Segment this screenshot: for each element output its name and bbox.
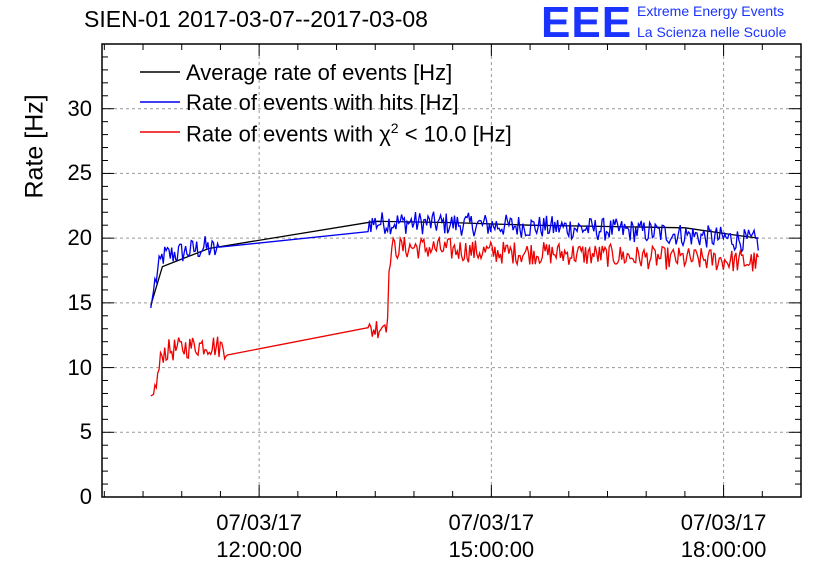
legend-label-hits: Rate of events with hits [Hz] — [186, 90, 459, 115]
legend-label-average: Average rate of events [Hz] — [186, 60, 453, 85]
x-tick-date: 07/03/17 — [448, 510, 535, 535]
eee-logo: EEE — [541, 0, 633, 47]
y-tick-label: 25 — [67, 160, 92, 186]
legend-chi2-suffix: < 10.0 [Hz] — [398, 121, 512, 147]
plot-frame — [101, 43, 802, 498]
y-tick-label: 5 — [79, 419, 92, 445]
legend-chi2-prefix: Rate of events with — [186, 121, 380, 147]
x-tick-date: 07/03/17 — [216, 510, 302, 535]
legend-chi2-symbol: χ — [379, 121, 391, 147]
legend-label-chi2: Rate of events with χ2 < 10.0 [Hz] — [186, 120, 512, 147]
logo-line-2: La Scienza nelle Scuole — [637, 24, 787, 40]
chart-title: SIEN-01 2017-03-07--2017-03-08 — [84, 6, 428, 32]
x-tick-label: 07/03/17 12:00:00 — [189, 509, 329, 563]
x-tick-label: 07/03/17 18:00:00 — [654, 509, 794, 563]
y-tick-label: 0 — [79, 484, 92, 509]
logo-line-1: Extreme Energy Events — [637, 3, 785, 19]
legend-chi2-exponent: 2 — [390, 120, 399, 136]
y-tick-label: 15 — [67, 289, 92, 315]
y-tick-label: 30 — [67, 95, 92, 121]
x-tick-time: 18:00:00 — [680, 537, 767, 562]
series-line-2 — [150, 235, 759, 397]
x-tick-time: 15:00:00 — [448, 537, 535, 562]
x-tick-date: 07/03/17 — [680, 510, 767, 535]
y-tick-label: 10 — [67, 354, 92, 380]
x-tick-time: 12:00:00 — [216, 537, 302, 562]
series-line-1 — [150, 211, 759, 309]
y-tick-label: 20 — [67, 225, 92, 251]
x-tick-label: 07/03/17 15:00:00 — [421, 509, 561, 563]
